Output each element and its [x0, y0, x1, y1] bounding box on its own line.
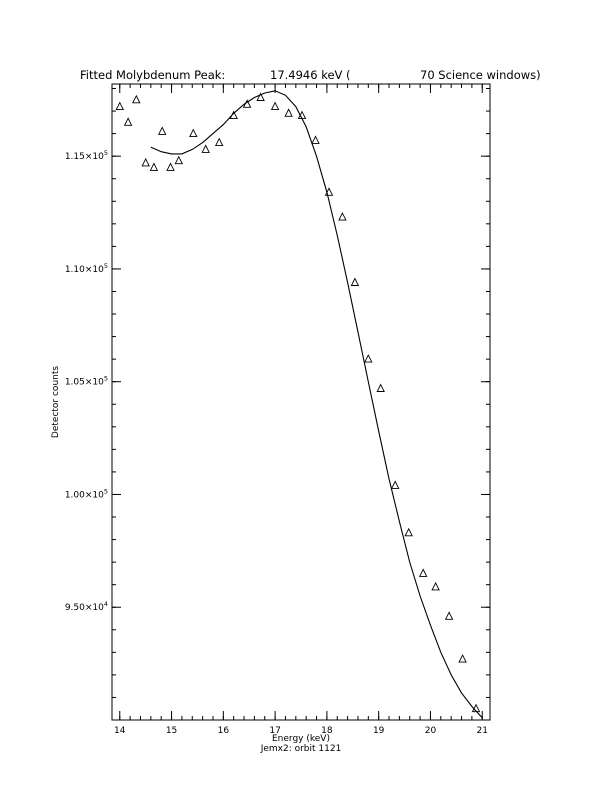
data-point-markers: [115, 92, 481, 713]
data-point-triangle: [141, 157, 150, 167]
data-point-triangle: [350, 277, 360, 286]
y-axis-label: Detector counts: [51, 366, 61, 438]
y-tick-mantissa: 1.15×10: [65, 152, 104, 162]
plot-frame: [111, 83, 491, 721]
data-point-triangle: [324, 187, 334, 196]
chart-title-part-1: Fitted Molybdenum Peak:: [80, 68, 225, 82]
y-tick-exponent: 4: [104, 600, 108, 608]
data-point-triangle: [214, 137, 224, 147]
y-tick-label: 1.10×105: [65, 262, 108, 275]
fitted-curve: [150, 90, 483, 719]
data-point-triangle: [270, 101, 280, 111]
data-point-triangle: [132, 94, 141, 104]
y-tick-exponent: 5: [104, 149, 108, 157]
data-point-triangle: [390, 480, 400, 489]
data-point-triangle: [201, 144, 210, 153]
x-tick-label: 20: [425, 726, 437, 736]
data-point-triangle: [166, 162, 175, 171]
x-tick-label: 18: [321, 726, 333, 736]
chart-title-part-3: 70 Science windows): [420, 68, 541, 82]
data-point-triangle: [431, 581, 440, 591]
data-point-triangle: [311, 135, 320, 144]
footer-label: Jemx2: orbit 1121: [260, 744, 342, 754]
chart-title: Fitted Molybdenum Peak: 17.4946 keV ( 70…: [80, 68, 541, 82]
data-point-triangle: [444, 611, 454, 620]
y-tick-mantissa: 1.05×10: [65, 378, 104, 388]
x-axis-label: Energy (keV): [272, 734, 330, 744]
data-point-triangle: [404, 527, 413, 537]
data-point-triangle: [174, 155, 184, 165]
data-point-triangle: [458, 654, 467, 663]
y-tick-exponent: 5: [104, 262, 108, 270]
data-point-triangle: [115, 101, 125, 111]
data-point-triangle: [297, 110, 307, 120]
y-tick-mantissa: 1.00×10: [65, 490, 104, 500]
data-point-triangle: [418, 568, 428, 577]
x-tick-label: 15: [166, 726, 177, 736]
x-tick-label: 14: [114, 726, 126, 736]
data-point-triangle: [157, 126, 167, 135]
data-point-triangle: [471, 703, 481, 713]
fit-curve-line: [150, 90, 483, 719]
data-point-triangle: [149, 162, 159, 171]
data-point-triangle: [376, 383, 385, 392]
data-point-triangle: [256, 92, 265, 101]
y-axis-ticks: [112, 88, 490, 721]
y-tick-mantissa: 9.50×10: [65, 603, 104, 613]
x-tick-label: 17: [269, 726, 280, 736]
x-tick-label: 16: [218, 726, 230, 736]
x-tick-label: 19: [373, 726, 385, 736]
y-tick-label: 1.05×105: [65, 375, 108, 388]
y-tick-exponent: 5: [104, 487, 108, 495]
y-tick-mantissa: 1.10×10: [65, 265, 104, 275]
data-point-triangle: [364, 354, 373, 363]
data-point-triangle: [123, 117, 133, 126]
x-tick-label: 21: [477, 726, 488, 736]
data-point-triangle: [229, 110, 238, 120]
x-axis-ticks: [119, 84, 483, 720]
y-tick-label: 9.50×104: [65, 600, 108, 613]
x-axis-tick-labels: 14 15 16 17 18 19 20 21: [114, 726, 488, 736]
chart-title-part-2: 17.4946 keV (: [270, 68, 351, 82]
data-point-triangle: [284, 108, 293, 117]
data-point-triangle: [338, 212, 347, 221]
y-tick-label: 1.15×105: [65, 149, 108, 162]
data-point-triangle: [189, 128, 198, 138]
y-tick-label: 1.00×105: [65, 487, 108, 500]
data-point-triangle: [242, 99, 252, 108]
y-tick-exponent: 5: [104, 375, 108, 383]
